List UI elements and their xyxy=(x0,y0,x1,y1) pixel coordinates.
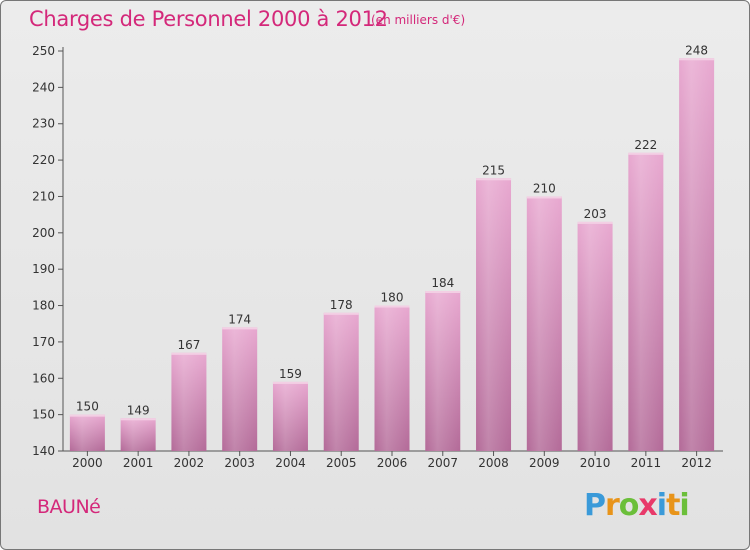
bar-top-edge xyxy=(171,352,207,355)
bar-shine xyxy=(374,305,410,451)
logo-letter: P xyxy=(584,488,606,523)
bar-top-edge xyxy=(120,418,156,421)
x-tick-label: 2007 xyxy=(427,456,458,470)
logo-letter: x xyxy=(638,488,657,523)
logo-letter: i xyxy=(656,488,667,523)
x-tick-label: 2000 xyxy=(72,456,103,470)
x-tick-label: 2009 xyxy=(529,456,560,470)
chart-title: Charges de Personnel 2000 à 2012 xyxy=(29,7,388,31)
x-tick-label: 2001 xyxy=(123,456,154,470)
bar-shine xyxy=(679,58,715,451)
value-label: 222 xyxy=(634,138,657,152)
logo-letter: i xyxy=(679,488,689,523)
value-label: 184 xyxy=(431,276,454,290)
bar-top-edge xyxy=(323,312,359,315)
y-tick-label: 150 xyxy=(32,408,55,422)
bar-shine xyxy=(526,196,562,451)
logo-letter: r xyxy=(605,488,620,523)
axes: 140 150 160 170 180 190 200 210 220 230 240 250 2000… xyxy=(32,44,723,470)
value-label: 178 xyxy=(330,298,353,312)
bar-shine xyxy=(120,418,156,451)
y-tick-label: 140 xyxy=(32,444,55,458)
logo-letter: o xyxy=(618,488,640,523)
x-tick-label: 2008 xyxy=(478,456,509,470)
y-tick-label: 160 xyxy=(32,371,55,385)
y-tick-label: 220 xyxy=(32,153,55,167)
bar-top-edge xyxy=(425,291,461,293)
x-tick-label: 2004 xyxy=(275,456,306,470)
x-tick-label: 2011 xyxy=(631,456,662,470)
bar-top-edge xyxy=(526,196,562,199)
y-tick-label: 200 xyxy=(32,226,55,240)
x-tick-label: 2002 xyxy=(174,456,205,470)
value-label: 210 xyxy=(533,181,556,195)
value-label: 150 xyxy=(76,400,99,414)
value-label: 215 xyxy=(482,163,505,177)
value-label: 159 xyxy=(279,367,302,381)
y-tick-label: 230 xyxy=(32,117,55,131)
chart-subtitle: (en milliers d'€) xyxy=(371,13,466,27)
logo-letter: t xyxy=(666,488,680,523)
bar-top-edge xyxy=(222,327,258,330)
value-label: 180 xyxy=(381,291,404,305)
bar-shine xyxy=(272,381,308,451)
y-tick-label: 170 xyxy=(32,335,55,349)
bar-top-edge xyxy=(476,178,512,181)
bar-top-edge xyxy=(679,58,715,61)
x-tick-label: 2005 xyxy=(326,456,357,470)
bar-shine xyxy=(171,352,207,451)
bar-shine xyxy=(476,178,512,452)
value-labels: 150 149 167 174 159 178 180 184 215 210 203 222 248 xyxy=(76,43,708,417)
x-tick-label: 2010 xyxy=(580,456,611,470)
y-tick-label: 190 xyxy=(32,262,55,276)
bar-top-edge xyxy=(628,152,664,155)
bar-shine xyxy=(69,414,105,451)
y-tick-label: 250 xyxy=(32,44,55,58)
bar-shine xyxy=(628,152,664,451)
value-label: 203 xyxy=(584,207,607,221)
bar-top-edge xyxy=(577,221,613,224)
y-tick-label: 210 xyxy=(32,189,55,203)
x-tick-label: 2006 xyxy=(377,456,408,470)
bar-top-edge xyxy=(374,305,410,308)
x-tick-label: 2012 xyxy=(681,456,712,470)
x-tick-label: 2003 xyxy=(224,456,255,470)
value-label: 248 xyxy=(685,43,708,57)
bar-shine xyxy=(323,312,359,451)
value-label: 167 xyxy=(177,338,200,352)
bar-shine xyxy=(425,291,461,451)
value-label: 149 xyxy=(127,403,150,417)
commune-name: BAUNé xyxy=(37,496,101,518)
bar-shine xyxy=(222,327,258,451)
value-label: 174 xyxy=(228,312,251,326)
bar-top-edge xyxy=(272,381,308,384)
bar-shine xyxy=(577,221,613,451)
y-tick-label: 240 xyxy=(32,80,55,94)
bars xyxy=(69,58,715,452)
proxiti-logo: Proxiti xyxy=(584,488,690,523)
y-tick-label: 180 xyxy=(32,299,55,313)
bar-top-edge xyxy=(69,414,105,417)
